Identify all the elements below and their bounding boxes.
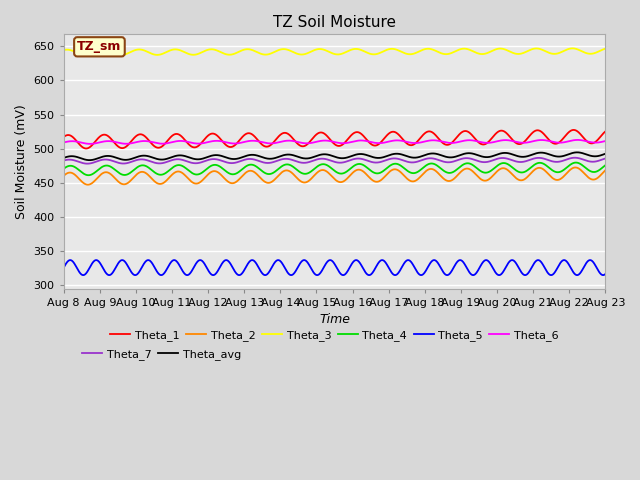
Theta_7 bbox=[88, 160, 95, 166]
Theta_3 bbox=[602, 46, 609, 52]
Theta_3 bbox=[60, 47, 68, 53]
Theta_4 bbox=[586, 168, 594, 174]
Theta_7 bbox=[602, 156, 609, 161]
Theta_6 bbox=[309, 140, 317, 145]
Line: Theta_avg: Theta_avg bbox=[64, 152, 605, 160]
Theta_3 bbox=[486, 49, 494, 55]
Theta_5 bbox=[88, 262, 95, 267]
Line: Theta_2: Theta_2 bbox=[64, 168, 605, 185]
Theta_6 bbox=[486, 140, 494, 145]
Y-axis label: Soil Moisture (mV): Soil Moisture (mV) bbox=[15, 104, 28, 219]
Theta_5 bbox=[67, 257, 74, 263]
Theta_6 bbox=[88, 141, 95, 147]
Theta_2 bbox=[572, 165, 579, 170]
Theta_1 bbox=[586, 140, 594, 146]
Line: Theta_6: Theta_6 bbox=[64, 140, 605, 144]
Theta_7 bbox=[309, 158, 317, 164]
Theta_5 bbox=[486, 261, 494, 266]
Theta_5 bbox=[323, 259, 331, 264]
Theta_1 bbox=[88, 143, 95, 148]
Theta_7 bbox=[571, 155, 579, 161]
Theta_1 bbox=[309, 135, 317, 141]
Line: Theta_7: Theta_7 bbox=[64, 158, 605, 164]
Theta_1 bbox=[60, 134, 68, 140]
Theta_7 bbox=[83, 161, 91, 167]
Theta_2 bbox=[323, 169, 331, 175]
Theta_2 bbox=[586, 176, 594, 181]
Legend: Theta_7, Theta_avg: Theta_7, Theta_avg bbox=[80, 347, 243, 362]
Theta_3 bbox=[568, 46, 576, 51]
Theta_7 bbox=[486, 158, 494, 164]
Theta_avg bbox=[486, 154, 494, 159]
Theta_avg bbox=[60, 155, 68, 161]
Theta_2 bbox=[486, 175, 494, 181]
Theta_1 bbox=[602, 129, 609, 134]
Theta_4 bbox=[309, 167, 317, 173]
Theta_7 bbox=[323, 156, 331, 162]
Theta_3 bbox=[323, 48, 331, 54]
Theta_1 bbox=[323, 133, 331, 139]
Theta_3 bbox=[586, 51, 594, 57]
Theta_4 bbox=[84, 172, 92, 178]
Theta_4 bbox=[602, 162, 609, 168]
Theta_2 bbox=[309, 174, 317, 180]
X-axis label: Time: Time bbox=[319, 313, 350, 326]
Theta_6 bbox=[602, 138, 609, 144]
Theta_5 bbox=[309, 269, 317, 275]
Text: TZ_sm: TZ_sm bbox=[77, 40, 122, 53]
Theta_3 bbox=[81, 52, 89, 58]
Theta_1 bbox=[486, 137, 494, 143]
Theta_5 bbox=[60, 265, 68, 271]
Theta_4 bbox=[60, 166, 68, 172]
Theta_6 bbox=[86, 141, 94, 147]
Theta_6 bbox=[323, 138, 331, 144]
Theta_3 bbox=[586, 51, 594, 57]
Theta_5 bbox=[599, 272, 607, 278]
Theta_2 bbox=[88, 180, 95, 186]
Line: Theta_1: Theta_1 bbox=[64, 130, 605, 148]
Theta_2 bbox=[586, 176, 594, 181]
Theta_6 bbox=[586, 139, 594, 145]
Theta_avg bbox=[573, 149, 581, 155]
Theta_2 bbox=[84, 182, 92, 188]
Line: Theta_4: Theta_4 bbox=[64, 163, 605, 175]
Theta_3 bbox=[88, 50, 95, 56]
Theta_1 bbox=[586, 140, 594, 146]
Theta_avg bbox=[602, 151, 609, 156]
Theta_avg bbox=[88, 157, 95, 163]
Theta_4 bbox=[586, 168, 594, 174]
Theta_5 bbox=[586, 257, 593, 263]
Theta_2 bbox=[60, 173, 68, 179]
Theta_7 bbox=[586, 159, 594, 165]
Theta_3 bbox=[309, 48, 317, 54]
Theta_4 bbox=[572, 160, 580, 166]
Theta_4 bbox=[486, 168, 494, 174]
Theta_avg bbox=[309, 155, 317, 160]
Theta_4 bbox=[323, 162, 331, 168]
Theta_5 bbox=[586, 257, 594, 263]
Theta_avg bbox=[86, 157, 93, 163]
Theta_5 bbox=[602, 271, 609, 277]
Theta_1 bbox=[570, 127, 577, 133]
Theta_7 bbox=[60, 157, 68, 163]
Line: Theta_5: Theta_5 bbox=[64, 260, 605, 275]
Theta_6 bbox=[586, 139, 594, 145]
Theta_2 bbox=[602, 168, 609, 173]
Theta_avg bbox=[586, 153, 594, 158]
Title: TZ Soil Moisture: TZ Soil Moisture bbox=[273, 15, 396, 30]
Theta_1 bbox=[83, 145, 90, 151]
Theta_7 bbox=[586, 158, 594, 164]
Line: Theta_3: Theta_3 bbox=[64, 48, 605, 55]
Theta_6 bbox=[60, 140, 68, 145]
Theta_4 bbox=[88, 172, 95, 178]
Theta_avg bbox=[586, 153, 594, 158]
Theta_avg bbox=[323, 152, 331, 157]
Theta_6 bbox=[574, 137, 582, 143]
